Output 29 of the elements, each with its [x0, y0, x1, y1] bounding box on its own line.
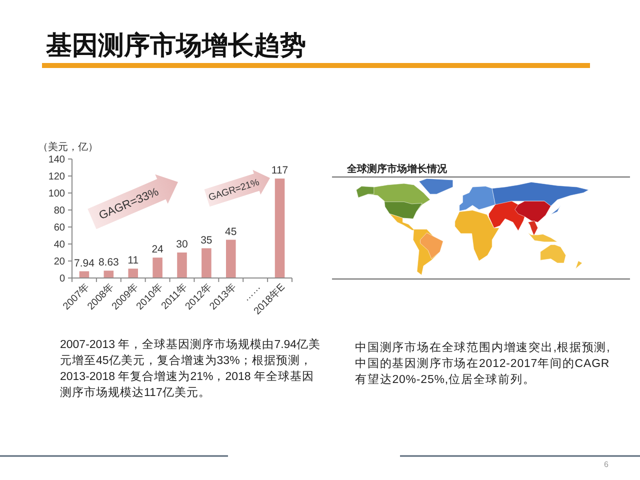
y-tick-label: 100	[48, 188, 66, 200]
data-label: 7.94	[74, 257, 95, 270]
text: 2007-2013 年，全球基因测序市场规模由7.94亿美元增至45亿美元，复合增速为33%；根据预测，2013-2018 年复合增速为21%，2018 年全球基因测序市场规模达117亿美元。	[60, 337, 322, 401]
bar	[274, 178, 285, 278]
bar	[152, 258, 162, 278]
data-label: 117	[271, 164, 288, 177]
y-tick-label: 40	[54, 240, 66, 250]
data-label: 11	[128, 254, 139, 267]
y-tick-label: 140	[48, 154, 66, 166]
y-tick-label: 80	[54, 206, 66, 216]
bar	[177, 252, 187, 278]
bar	[202, 248, 212, 278]
bar	[128, 268, 138, 278]
data-label: 8.63	[98, 256, 120, 269]
y-tick-label: 0	[59, 274, 66, 284]
data-label: 45	[225, 226, 237, 238]
y-tick-label: 60	[54, 222, 66, 234]
bar	[226, 240, 236, 278]
bar	[104, 270, 114, 278]
text: 全球测序市场增长情况	[346, 163, 448, 175]
y-tick-label: 120	[48, 172, 66, 182]
y-tick-label: 20	[54, 256, 66, 268]
y-axis-title: （美元，亿）	[38, 141, 98, 153]
chart-title: 基因测序市场增长趋势	[45, 30, 306, 60]
text: 中国测序市场在全球范围内增速突出,根据预测,中国的基因测序市场在2012-2017年间的CAGR有望达20%-25%,位居全球前列。	[355, 340, 612, 388]
data-label: 35	[200, 234, 212, 246]
text: 6	[604, 460, 609, 469]
data-label: 24	[152, 244, 164, 256]
data-label: 30	[176, 238, 188, 250]
